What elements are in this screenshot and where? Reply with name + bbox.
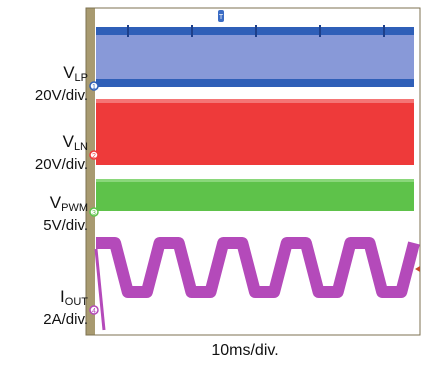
series-vpwm-band [96, 180, 414, 211]
channel-number-4: 4 [92, 308, 96, 315]
series-iout-startup [94, 248, 106, 331]
channel-number-1: 1 [92, 84, 96, 91]
label-iout: IOUT 2A/div. [43, 287, 88, 328]
series-iout-trace [96, 237, 420, 298]
level-marker [415, 266, 420, 272]
channel-marker-1 [89, 81, 99, 91]
trigger-marker [218, 10, 224, 22]
label-vln: VLN 20V/div. [34, 132, 88, 173]
series-vlp-band [96, 30, 414, 86]
series-vln-band [96, 101, 414, 165]
label-vpwm: VPWM 5V/div. [43, 193, 88, 234]
screen-bezel [86, 8, 95, 335]
series-vln-top-edge [96, 99, 414, 103]
trigger-label: T [219, 14, 224, 21]
series-vlp-bottom-edge [96, 79, 414, 87]
channel-number-2: 2 [92, 153, 96, 160]
screen-border [85, 7, 421, 336]
series-vpwm-top-edge [96, 179, 414, 182]
channel-marker-4 [89, 305, 99, 315]
channel-marker-2 [89, 150, 99, 160]
channel-number-3: 3 [92, 210, 96, 217]
x-axis-label: 10ms/div. [211, 342, 279, 359]
label-vlp: VLP 20V/div. [34, 63, 88, 104]
channel-marker-3 [89, 207, 99, 217]
